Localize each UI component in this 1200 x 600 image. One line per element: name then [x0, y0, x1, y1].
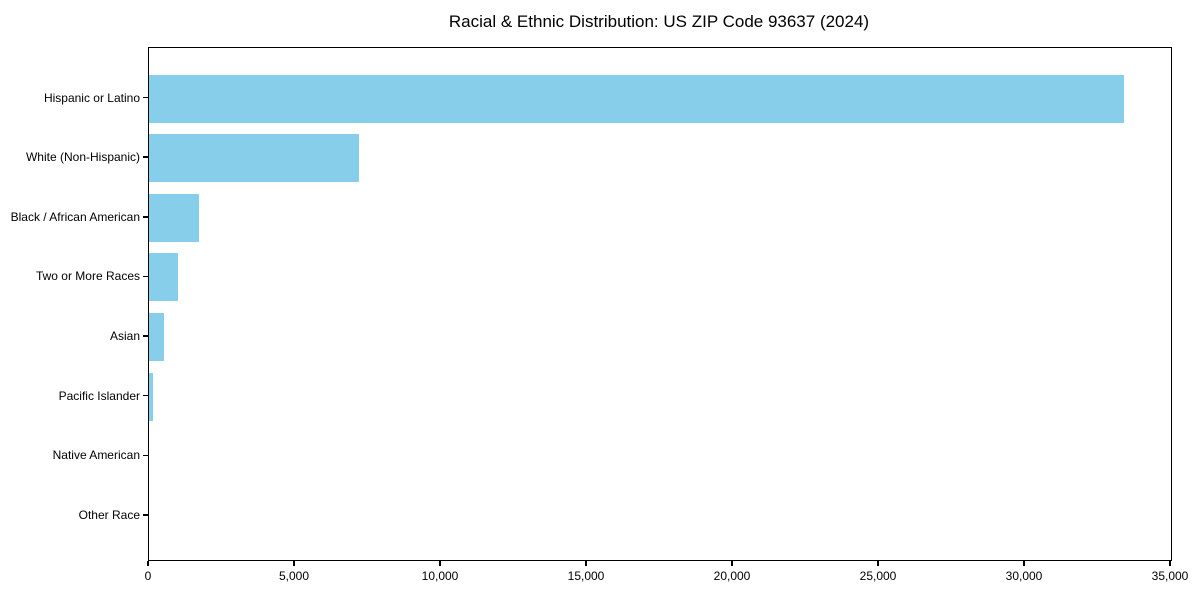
bar	[149, 134, 360, 183]
plot-area	[148, 47, 1172, 561]
y-tick-mark	[143, 216, 148, 218]
y-tick-mark	[143, 454, 148, 457]
y-tick-mark	[143, 156, 148, 158]
y-tick-label: Pacific Islander	[58, 388, 140, 403]
x-tick-label: 5,000	[278, 569, 310, 583]
x-tick-label: 15,000	[567, 569, 605, 583]
x-tick-label: 20,000	[713, 569, 751, 583]
x-tick-mark	[585, 560, 587, 566]
y-tick-label: Black / African American	[10, 209, 140, 224]
y-tick-label: White (Non-Hispanic)	[25, 150, 140, 165]
y-tick-label: Other Race	[78, 507, 140, 522]
x-tick-label: 10,000	[421, 569, 459, 583]
y-tick-label: Native American	[52, 448, 140, 463]
x-tick-mark	[731, 560, 733, 566]
x-tick-label: 25,000	[859, 569, 897, 583]
x-tick-label: 0	[144, 569, 152, 583]
bars-layer	[149, 48, 1171, 560]
y-tick-label: Two or More Races	[35, 269, 140, 284]
bar	[149, 372, 153, 421]
x-tick-label: 35,000	[1151, 569, 1189, 583]
x-tick-mark	[147, 560, 149, 566]
bar	[149, 253, 179, 302]
bar	[149, 313, 164, 362]
chart-title: Racial & Ethnic Distribution: US ZIP Cod…	[448, 12, 870, 31]
y-tick-label: Hispanic or Latino	[43, 90, 140, 105]
x-tick-mark	[293, 560, 295, 566]
x-tick-mark	[439, 560, 441, 566]
x-tick-mark	[877, 560, 879, 566]
x-tick-mark	[1023, 560, 1025, 566]
y-tick-mark	[143, 514, 148, 516]
y-tick-mark	[143, 96, 148, 99]
x-tick-label: 30,000	[1005, 569, 1043, 583]
y-tick-label: Asian	[109, 329, 140, 344]
bar	[149, 74, 1125, 123]
y-tick-mark	[143, 335, 148, 337]
y-tick-mark	[143, 275, 148, 278]
bar	[149, 193, 199, 242]
x-tick-mark	[1169, 560, 1171, 566]
y-tick-mark	[143, 394, 148, 397]
